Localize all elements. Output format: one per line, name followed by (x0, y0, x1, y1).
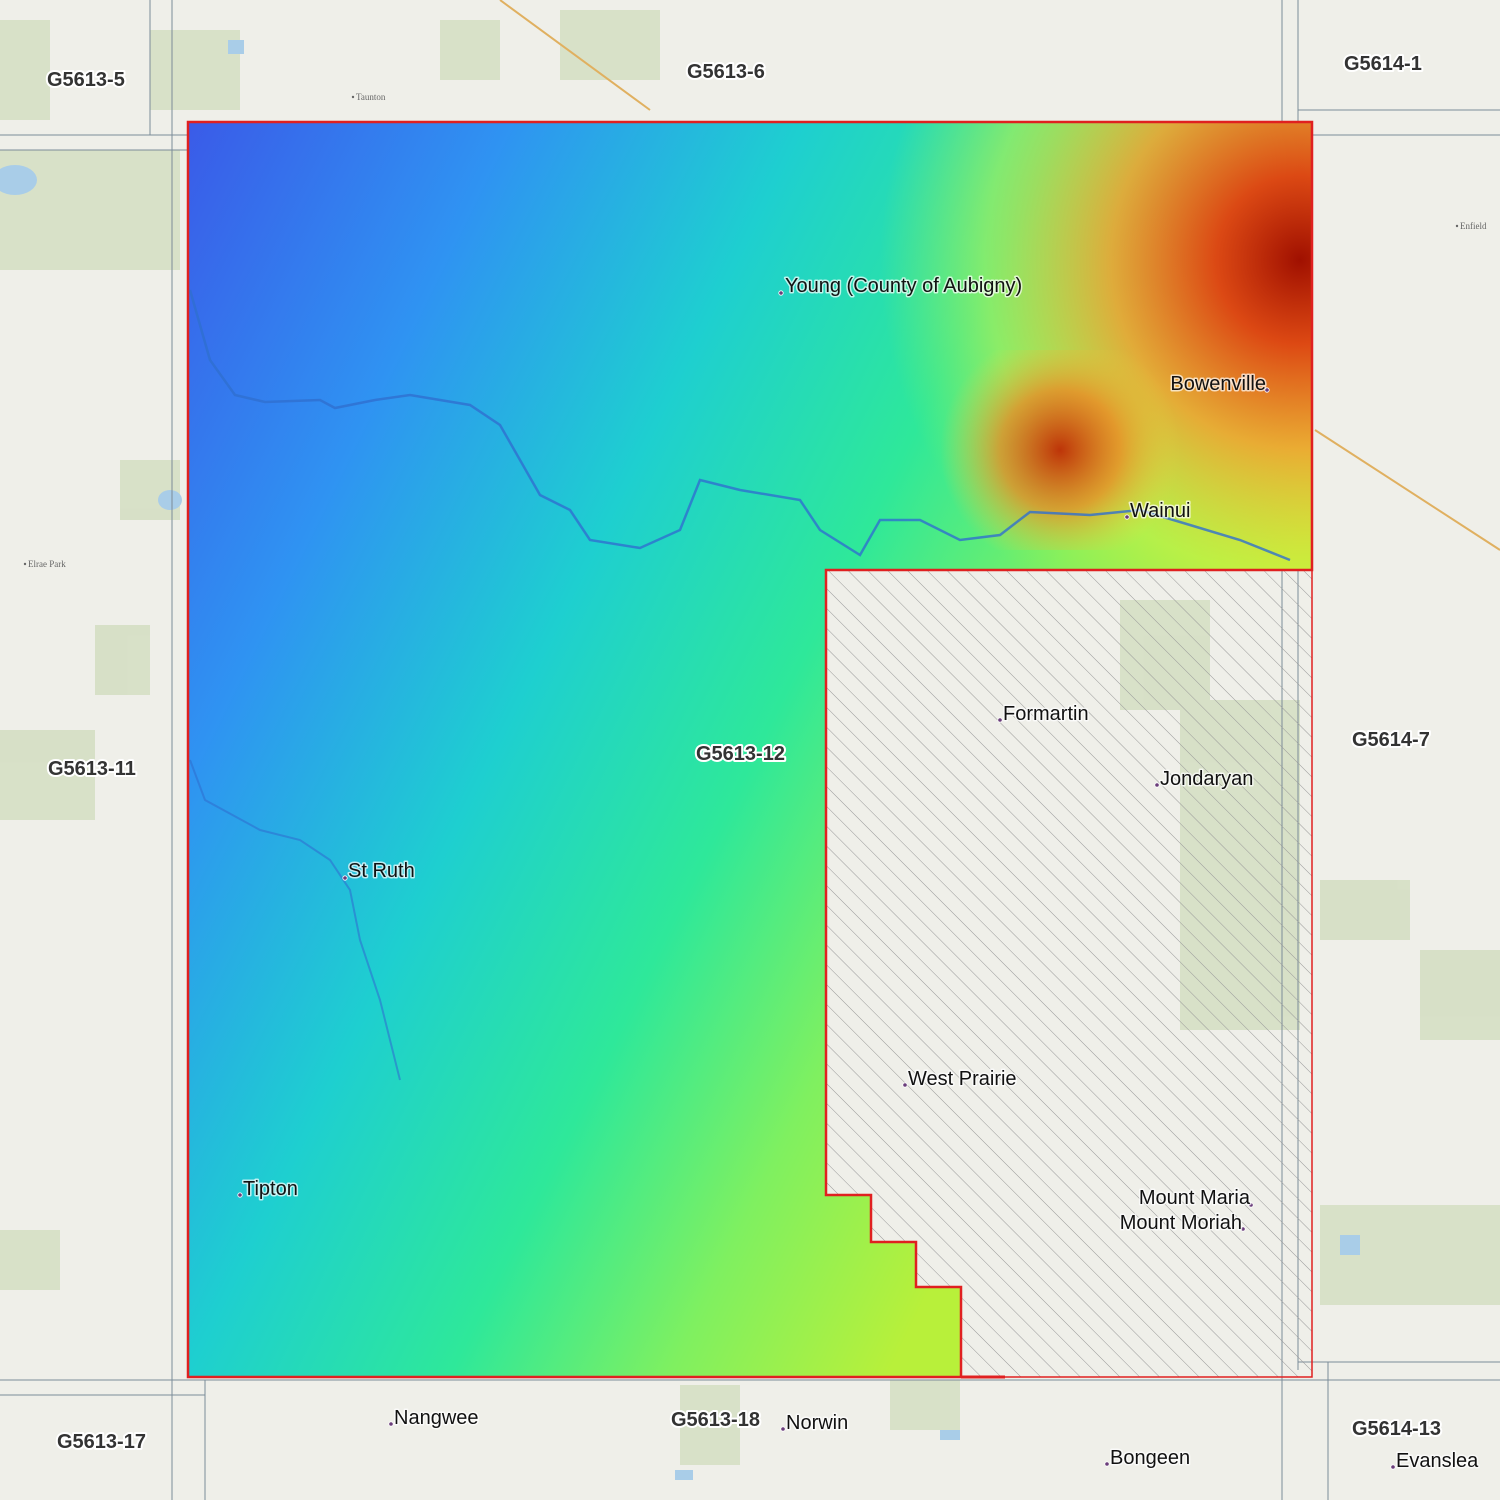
tile-label: G5614-7 (1352, 729, 1430, 751)
place-label: West Prairie (908, 1068, 1017, 1090)
place-label: Tipton (243, 1178, 298, 1200)
place-label: St Ruth (348, 860, 415, 882)
place-marker (997, 717, 1003, 723)
excluded-area (826, 570, 1312, 1377)
minor-place-label: Enfield (1460, 221, 1487, 231)
tile-label: G5613-5 (47, 69, 125, 91)
minor-place-label: Elrae Park (28, 559, 66, 569)
boundary (186, 120, 1314, 1379)
place-marker (1248, 1202, 1254, 1208)
place-marker (778, 290, 784, 296)
place-label: Mount Moriah (1120, 1212, 1242, 1234)
place-marker (237, 1192, 243, 1198)
minor-marker (23, 562, 27, 566)
place-marker (1104, 1461, 1110, 1467)
place-label: Mount Maria (1139, 1187, 1251, 1209)
minor-place-label: Taunton (356, 92, 386, 102)
tile-label: G5613-11 (48, 758, 136, 780)
tile-label: G5614-1 (1344, 53, 1422, 75)
place-label: Evanslea (1396, 1450, 1479, 1472)
place-marker (1124, 514, 1130, 520)
place-marker (1390, 1464, 1396, 1470)
place-label: Wainui (1130, 500, 1190, 522)
tile-label: G5613-6 (687, 61, 765, 83)
tile-label: G5613-18 (671, 1409, 760, 1431)
minor-marker (351, 95, 355, 99)
place-marker (388, 1421, 394, 1427)
place-label: Young (County of Aubigny) (785, 275, 1022, 297)
place-label: Bowenville (1170, 373, 1266, 395)
tile-label: G5613-12 (696, 743, 785, 765)
place-label: Bongeen (1110, 1447, 1190, 1469)
place-marker (342, 875, 348, 881)
place-label: Jondaryan (1160, 768, 1253, 790)
tile-label: G5614-13 (1352, 1418, 1441, 1440)
labels: G5613-5 G5613-6 G5614-1 G5613-11 G5613-12 G56… (23, 51, 1487, 1474)
place-marker (1154, 782, 1160, 788)
place-marker (780, 1426, 786, 1432)
place-marker (902, 1082, 908, 1088)
place-label: Nangwee (394, 1407, 479, 1429)
place-marker (1264, 387, 1270, 393)
place-label: Norwin (786, 1412, 848, 1434)
minor-marker (1455, 224, 1459, 228)
tile-label: G5613-17 (57, 1431, 146, 1453)
place-label: Formartin (1003, 703, 1089, 725)
place-marker (1240, 1226, 1246, 1232)
